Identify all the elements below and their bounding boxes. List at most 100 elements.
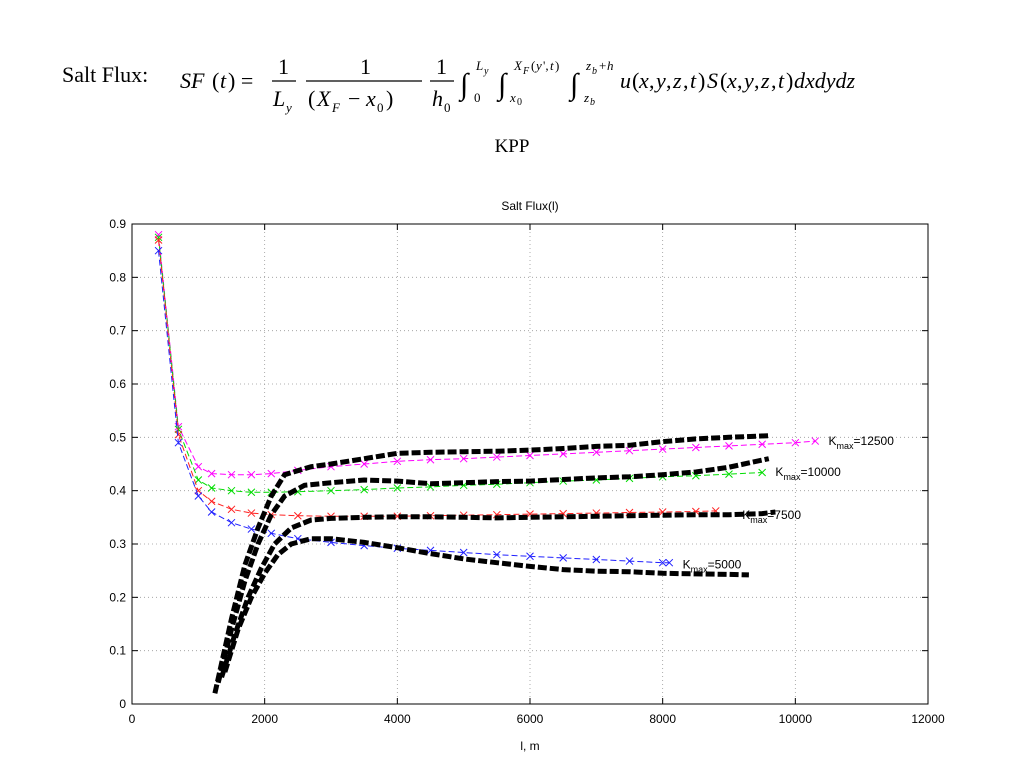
series-point-1 bbox=[725, 470, 733, 478]
svg-text:y: y bbox=[483, 66, 489, 77]
svg-text:,: , bbox=[666, 68, 672, 93]
series-point-0 bbox=[658, 445, 667, 453]
kmax-label-0: Kmax=12500 bbox=[829, 434, 895, 451]
series-point-2 bbox=[247, 509, 256, 517]
series-line-black-7 bbox=[222, 536, 749, 673]
series-point-0 bbox=[625, 446, 634, 455]
series-point-0 bbox=[393, 457, 402, 466]
svg-text:t: t bbox=[220, 68, 227, 93]
series-point-3 bbox=[247, 525, 256, 533]
svg-text:t: t bbox=[690, 68, 697, 93]
series-point-3 bbox=[174, 438, 183, 447]
svg-text:x: x bbox=[726, 68, 737, 93]
series-point-1 bbox=[207, 484, 216, 492]
svg-text:(: ( bbox=[212, 68, 219, 93]
series-point-0 bbox=[360, 460, 369, 468]
svg-text:z: z bbox=[583, 90, 589, 105]
svg-text:1: 1 bbox=[360, 54, 371, 79]
series-line-3 bbox=[158, 250, 670, 564]
svg-text:b: b bbox=[590, 97, 595, 108]
series-point-3 bbox=[625, 557, 634, 565]
svg-text:L: L bbox=[272, 86, 285, 111]
svg-text:y: y bbox=[742, 68, 754, 93]
x-tick-label: 4000 bbox=[384, 712, 411, 726]
svg-text:b: b bbox=[592, 66, 597, 77]
series-point-1 bbox=[227, 486, 236, 495]
series-point-2 bbox=[207, 497, 216, 506]
svg-text:0: 0 bbox=[474, 90, 481, 105]
svg-text:z: z bbox=[760, 68, 770, 93]
kmax-label-1: Kmax=10000 bbox=[775, 465, 841, 482]
svg-text:−: − bbox=[348, 86, 360, 111]
svg-text:,: , bbox=[771, 68, 777, 93]
series-point-0 bbox=[811, 437, 820, 445]
x-tick-label: 10000 bbox=[779, 712, 813, 726]
y-tick-label: 0.5 bbox=[109, 430, 126, 444]
y-tick-label: 0.7 bbox=[109, 324, 126, 338]
series-point-0 bbox=[426, 455, 435, 464]
x-axis-label: l, m bbox=[520, 739, 539, 753]
series-point-3 bbox=[227, 518, 236, 527]
series-point-3 bbox=[526, 552, 534, 561]
svg-text:,: , bbox=[737, 68, 743, 93]
series-point-3 bbox=[665, 558, 674, 567]
svg-text:1: 1 bbox=[278, 54, 289, 79]
series-point-0 bbox=[526, 451, 534, 460]
series-point-0 bbox=[492, 453, 501, 461]
svg-text:): ) bbox=[386, 86, 393, 111]
formula-label: Salt Flux: bbox=[62, 62, 149, 87]
svg-text:h: h bbox=[432, 86, 443, 111]
x-tick-label: 8000 bbox=[649, 712, 676, 726]
series-point-3 bbox=[559, 554, 568, 562]
svg-text:S: S bbox=[707, 68, 718, 93]
series-point-0 bbox=[194, 462, 203, 471]
series-point-1 bbox=[758, 468, 767, 477]
series-point-1 bbox=[360, 485, 369, 494]
series-point-2 bbox=[174, 430, 183, 439]
series-point-0 bbox=[791, 438, 800, 447]
svg-text:F: F bbox=[522, 66, 530, 77]
svg-text:X: X bbox=[316, 86, 332, 111]
series-point-1 bbox=[154, 233, 163, 242]
series-point-3 bbox=[658, 558, 667, 567]
series-point-3 bbox=[207, 508, 216, 516]
svg-text:∫: ∫ bbox=[568, 68, 580, 103]
svg-text:h: h bbox=[607, 58, 614, 73]
svg-text:,: , bbox=[649, 68, 655, 93]
svg-text:F: F bbox=[331, 100, 341, 115]
x-tick-label: 6000 bbox=[517, 712, 544, 726]
series-point-1 bbox=[393, 484, 402, 492]
svg-text:∫: ∫ bbox=[458, 68, 470, 103]
svg-text:SF: SF bbox=[180, 68, 205, 93]
series-point-0 bbox=[758, 440, 767, 449]
series-point-3 bbox=[267, 529, 276, 538]
svg-text:x: x bbox=[365, 86, 376, 111]
svg-text:,: , bbox=[683, 68, 689, 93]
kmax-label-3: Kmax=5000 bbox=[683, 557, 742, 574]
svg-text:dxdydz: dxdydz bbox=[794, 68, 856, 93]
svg-text:y: y bbox=[534, 58, 542, 73]
svg-text:0: 0 bbox=[377, 100, 384, 115]
svg-text:): ) bbox=[555, 58, 559, 73]
svg-text:y: y bbox=[284, 100, 292, 115]
y-tick-label: 0.9 bbox=[109, 217, 126, 231]
series-point-1 bbox=[247, 488, 256, 497]
series-point-3 bbox=[459, 548, 468, 557]
svg-text:0: 0 bbox=[444, 100, 451, 115]
svg-text:',: ', bbox=[543, 58, 549, 73]
svg-text:t: t bbox=[550, 58, 554, 73]
svg-text:t: t bbox=[778, 68, 785, 93]
svg-text:): ) bbox=[698, 68, 705, 93]
x-tick-label: 2000 bbox=[251, 712, 278, 726]
series-point-2 bbox=[227, 505, 236, 514]
svg-text:0: 0 bbox=[517, 97, 522, 108]
series-point-0 bbox=[559, 450, 568, 458]
svg-text:1: 1 bbox=[436, 54, 447, 79]
x-tick-label: 0 bbox=[129, 712, 136, 726]
series-line-0 bbox=[158, 234, 816, 476]
svg-text:z: z bbox=[585, 58, 591, 73]
svg-text:x: x bbox=[638, 68, 649, 93]
y-tick-label: 0.1 bbox=[109, 644, 126, 658]
